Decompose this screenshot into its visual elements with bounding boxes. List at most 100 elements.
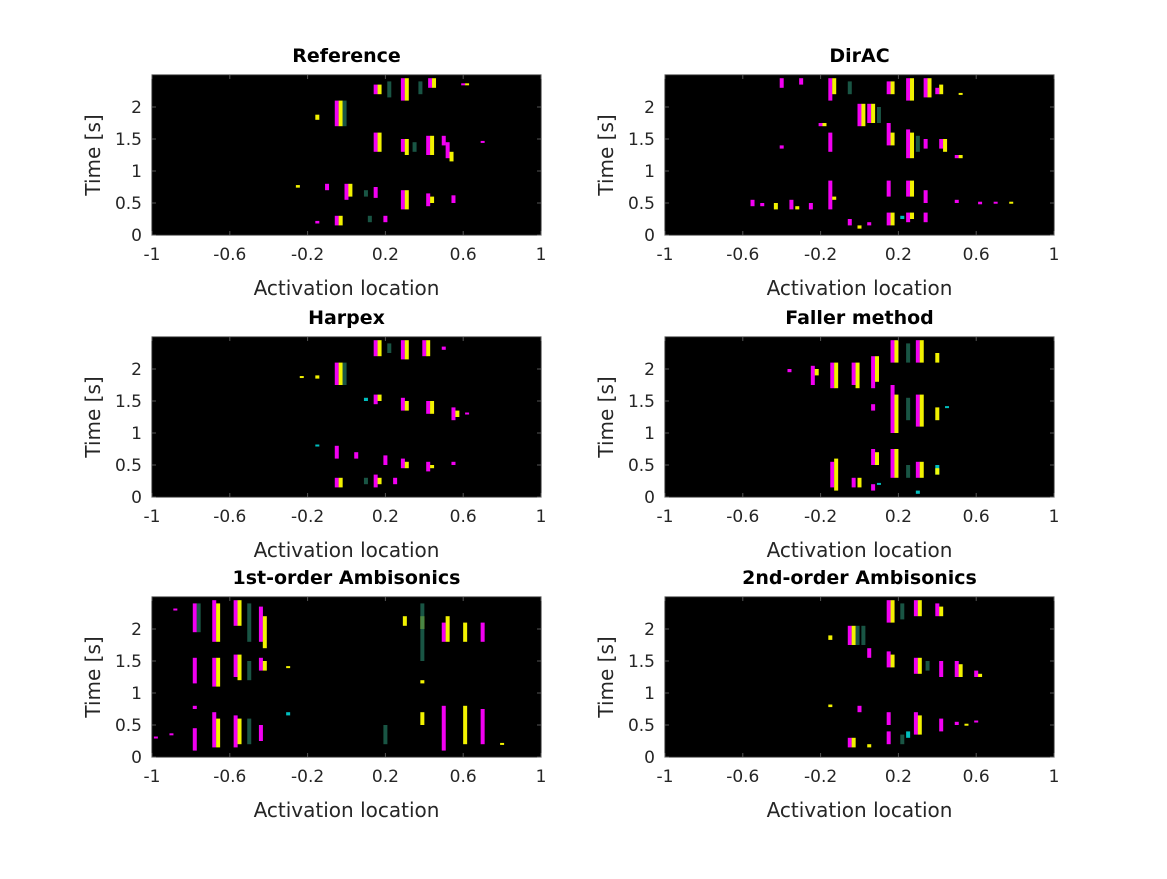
activation-mark xyxy=(906,78,911,101)
y-tick-label: 2 xyxy=(131,360,142,380)
activation-mark xyxy=(913,712,918,735)
activation-mark xyxy=(861,625,866,645)
x-tick-label: -1 xyxy=(657,507,674,527)
activation-mark xyxy=(262,616,267,649)
activation-mark xyxy=(338,215,343,226)
x-axis-label: Activation location xyxy=(767,798,953,822)
activation-mark xyxy=(978,201,983,205)
plot-area xyxy=(665,597,1054,757)
activation-mark xyxy=(876,107,881,123)
x-tick-label: 0.6 xyxy=(450,507,477,527)
x-tick-label: -0.6 xyxy=(726,245,759,265)
x-tick-label: -0.2 xyxy=(804,245,837,265)
activation-mark xyxy=(834,458,839,491)
activation-mark xyxy=(212,600,217,642)
activation-mark xyxy=(954,661,959,677)
activation-mark xyxy=(338,477,343,488)
y-tick-label: 1.5 xyxy=(628,130,655,150)
activation-mark xyxy=(400,78,405,101)
activation-mark xyxy=(830,362,835,389)
plot-area xyxy=(152,337,541,497)
activation-mark xyxy=(828,635,833,640)
activation-mark xyxy=(334,100,339,127)
activation-mark xyxy=(348,183,353,197)
activation-mark xyxy=(851,625,856,645)
activation-mark xyxy=(855,362,860,389)
activation-mark xyxy=(923,139,928,149)
subplot-title: 2nd-order Ambisonics xyxy=(742,567,977,589)
activation-mark xyxy=(894,394,899,433)
x-tick-label: -0.6 xyxy=(213,507,246,527)
activation-mark xyxy=(383,725,388,745)
activation-mark xyxy=(192,657,197,684)
activation-mark xyxy=(906,465,911,478)
y-tick-label: 1 xyxy=(644,684,655,704)
y-tick-label: 2 xyxy=(644,360,655,380)
activation-mark xyxy=(814,369,819,376)
y-tick-label: 0.5 xyxy=(628,716,655,736)
activation-mark xyxy=(373,84,378,95)
activation-mark xyxy=(886,600,891,623)
activation-mark xyxy=(286,666,291,669)
activation-mark xyxy=(426,135,431,155)
activation-mark xyxy=(383,455,388,465)
y-tick-label: 1.5 xyxy=(115,130,142,150)
activation-mark xyxy=(861,103,866,127)
activation-mark xyxy=(923,78,928,98)
activation-mark xyxy=(451,407,456,421)
y-tick-label: 1 xyxy=(131,162,142,182)
subplot-3: -1 -0.6 -0.2 0.2 0.6 1 0 0.5 1 1.5 2 Harpex Activati… xyxy=(81,307,546,562)
activation-mark xyxy=(890,385,895,433)
y-axis-label: Time [s] xyxy=(594,376,618,458)
activation-mark xyxy=(871,449,876,465)
activation-mark xyxy=(851,737,856,748)
activation-mark xyxy=(958,664,963,677)
activation-mark xyxy=(993,201,998,204)
activation-mark xyxy=(461,83,466,86)
activation-mark xyxy=(315,375,320,379)
x-tick-label: 0.6 xyxy=(450,245,477,265)
axes-box xyxy=(664,596,1055,758)
activation-mark xyxy=(325,183,330,191)
x-tick-label: -0.2 xyxy=(804,507,837,527)
activation-mark xyxy=(441,622,446,642)
activation-mark xyxy=(906,212,911,223)
activation-mark xyxy=(913,600,918,617)
activation-mark xyxy=(871,103,876,123)
activation-mark xyxy=(954,199,959,203)
activation-mark xyxy=(890,81,895,95)
subplot-6: -1 -0.6 -0.2 0.2 0.6 1 0 0.5 1 1.5 2 2nd-order Ambi… xyxy=(594,567,1059,822)
activation-mark xyxy=(465,412,470,415)
activation-mark xyxy=(428,78,433,88)
activation-mark xyxy=(363,477,368,485)
activation-mark xyxy=(935,87,940,95)
activation-mark xyxy=(196,603,201,633)
activation-mark xyxy=(894,340,899,363)
activation-mark xyxy=(169,733,174,736)
activation-mark xyxy=(373,132,378,152)
activation-mark xyxy=(445,616,450,642)
y-tick-label: 0.5 xyxy=(115,716,142,736)
y-tick-label: 0 xyxy=(131,748,142,768)
activation-mark xyxy=(906,731,911,738)
activation-mark xyxy=(832,196,837,200)
axes-box xyxy=(664,74,1055,236)
activation-mark xyxy=(851,477,856,488)
activation-mark xyxy=(935,353,940,363)
activation-mark xyxy=(906,180,911,197)
activation-mark xyxy=(939,606,944,617)
activation-mark xyxy=(192,603,197,633)
y-tick-label: 0.5 xyxy=(628,456,655,476)
activation-mark xyxy=(890,212,895,226)
heatmap-marks xyxy=(828,600,983,748)
activation-mark xyxy=(923,190,928,203)
activation-mark xyxy=(383,215,388,223)
activation-mark xyxy=(451,195,456,203)
activation-mark xyxy=(418,81,423,95)
activation-mark xyxy=(906,129,911,159)
activation-mark xyxy=(871,356,876,389)
y-tick-label: 0.5 xyxy=(115,456,142,476)
x-tick-label: 0.2 xyxy=(372,767,399,787)
activation-mark xyxy=(216,603,221,642)
activation-mark xyxy=(299,376,304,379)
